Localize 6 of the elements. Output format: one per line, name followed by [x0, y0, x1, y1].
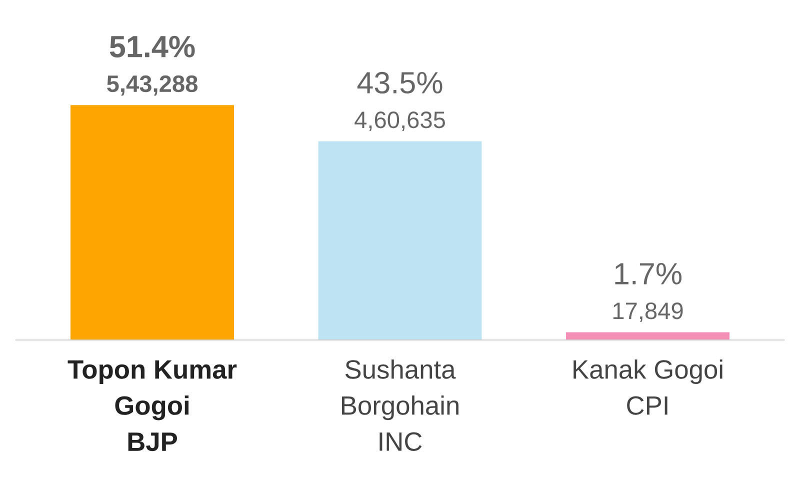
- data-label: 1.7% 17,849: [613, 263, 683, 322]
- x-tick-label: Kanak Gogoi CPI: [574, 359, 722, 415]
- data-label: 43.5% 4,60,635: [354, 72, 445, 132]
- x-tick-label: Topon Kumar Gogoi BJP: [68, 360, 237, 452]
- x-tick-label: Sushanta Borgohain INC: [342, 359, 458, 451]
- data-label: 51.4% 5,43,288: [107, 36, 198, 96]
